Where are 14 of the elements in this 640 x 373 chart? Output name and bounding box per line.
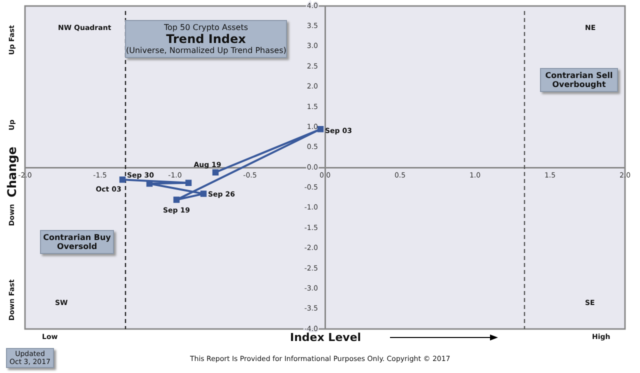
text: Trend Index [165,32,247,46]
annotation: Contrarian Sell Overbought [540,68,618,92]
annotation: Top 50 Crypto Assets [162,23,250,32]
annotation: Contrarian Buy Oversold [40,230,114,254]
point [146,180,153,187]
point [185,180,192,186]
point [119,176,126,183]
y-axis-title: Change [5,146,19,198]
point [212,169,219,176]
text: (Universe, Normalized Up Trend Phases) [126,46,286,55]
point [173,196,180,203]
point [317,126,324,132]
x-axis-title: Index Level [290,331,362,344]
point [200,190,207,197]
